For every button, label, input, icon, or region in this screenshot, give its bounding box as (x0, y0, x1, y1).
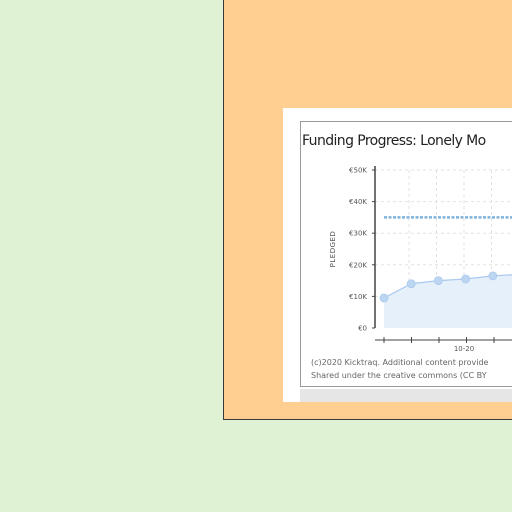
x-tick-label: 10-20 (454, 345, 474, 353)
credit-line-2: Shared under the creative commons (CC BY (311, 371, 487, 380)
chart-frame (300, 121, 512, 387)
y-tick-label: €30K (349, 230, 367, 238)
chart-card: Funding Progress: Lonely Mo €0 €10K €20K €3… (283, 108, 512, 402)
y-tick-label: €40K (349, 198, 367, 206)
y-tick-label: €20K (349, 261, 367, 269)
y-tick-label: €10K (349, 293, 367, 301)
chart-plot: €0 €10K €20K €30K €40K €50K PLEDGED 10-20 (329, 166, 512, 353)
credit-line-1: (c)2020 Kicktraq. Additional content pro… (311, 358, 489, 367)
y-tick-label: €50K (349, 167, 367, 175)
chart-footer-bar (300, 389, 512, 402)
y-axis-label: PLEDGED (329, 231, 337, 268)
data-point (433, 276, 443, 286)
series-area (384, 274, 512, 328)
data-point (461, 274, 471, 284)
data-point (379, 293, 389, 303)
chart-title: Funding Progress: Lonely Mo (302, 133, 486, 149)
data-point (406, 279, 416, 289)
data-point (488, 271, 498, 281)
y-tick-label: €0 (358, 325, 367, 333)
